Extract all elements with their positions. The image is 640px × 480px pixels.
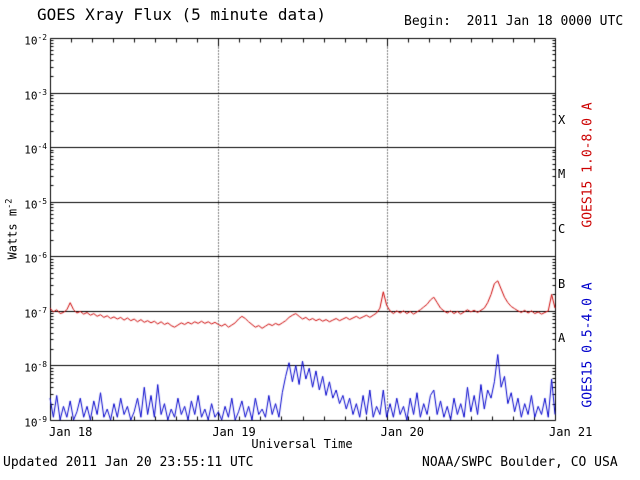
y-tick-exponent: -2: [37, 33, 47, 42]
y-tick-label: 10-5: [24, 196, 47, 212]
flare-class-label: X: [558, 112, 566, 127]
x-tick-label: Jan 20: [380, 425, 425, 439]
updated-timestamp: Updated 2011 Jan 20 23:55:11 UTC: [3, 455, 254, 470]
flare-class-label: C: [558, 222, 566, 236]
y-tick-exponent: -3: [37, 87, 47, 97]
source-credit: NOAA/SWPC Boulder, CO USA: [422, 455, 618, 470]
x-tick-label: Jan 18: [49, 425, 93, 439]
y-tick-exponent: -7: [37, 305, 47, 315]
flare-class-label: M: [558, 167, 566, 182]
y-tick-label: 10-7: [24, 305, 47, 321]
y-tick-label: 10-8: [24, 360, 47, 376]
flare-class-label: B: [558, 276, 566, 291]
x-axis-title: Universal Time: [251, 437, 353, 451]
y-tick-exponent: -4: [37, 142, 47, 152]
chart-title: GOES Xray Flux (5 minute data): [37, 5, 326, 24]
begin-timestamp: Begin: 2011 Jan 18 0000 UTC: [404, 14, 624, 29]
y-tick-label: 10-4: [24, 142, 47, 157]
y-tick-label: 10-2: [24, 33, 47, 48]
x-tick-label: Jan 19: [212, 425, 256, 439]
x-tick-label: Jan 21: [549, 425, 593, 439]
y-tick-exponent: -8: [37, 360, 47, 370]
flare-class-label: A: [558, 331, 566, 346]
y-tick-exponent: -6: [37, 251, 47, 261]
y-tick-label: 10-6: [24, 251, 47, 266]
y-tick-label: 10-9: [24, 415, 47, 430]
y-tick-exponent: -9: [37, 415, 47, 424]
y-tick-exponent: -5: [37, 196, 47, 206]
y-tick-label: 10-3: [24, 87, 47, 103]
